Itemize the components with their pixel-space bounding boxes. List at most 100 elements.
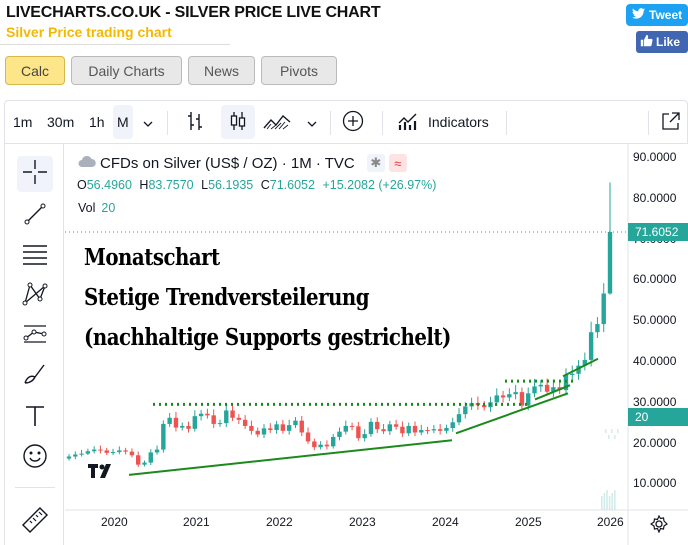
candle-body: [387, 424, 393, 432]
text-tool[interactable]: [17, 400, 53, 436]
brush-tool[interactable]: [17, 358, 53, 394]
candle-body: [167, 417, 172, 424]
interval-1m[interactable]: 1m: [13, 114, 33, 130]
nav-pivots-button[interactable]: Pivots: [261, 56, 337, 85]
price-tick: 50.0000: [633, 313, 677, 328]
low-label: L: [201, 178, 209, 192]
tweet-button[interactable]: Tweet: [626, 4, 688, 26]
trendline: [562, 357, 599, 378]
candle-body: [117, 450, 122, 453]
candles-icon: [228, 110, 248, 135]
candle-body: [268, 428, 273, 431]
candle-body: [242, 419, 248, 426]
candle-body: [431, 429, 437, 431]
plus-circle-icon: [342, 110, 364, 135]
interval-month[interactable]: M: [113, 105, 133, 139]
candles-style-button[interactable]: [221, 105, 255, 139]
trendline: [534, 384, 571, 401]
toolbar-divider: [382, 111, 383, 135]
brush-icon: [22, 362, 48, 391]
candle-body: [73, 454, 78, 457]
volume-bar: [603, 493, 606, 510]
candle-body: [507, 394, 512, 398]
candle-body: [261, 428, 267, 435]
candle-body: [412, 425, 418, 433]
candle-body: [444, 427, 449, 431]
candle-body: [205, 413, 210, 416]
candle-body: [532, 386, 537, 394]
symbol-legend[interactable]: CFDs on Silver (US$ / OZ) · 1M · TVC ✱ ≈: [78, 154, 407, 172]
candle-body: [500, 395, 506, 398]
candle-body: [230, 410, 235, 418]
candle-body: [186, 425, 191, 429]
indicators-button[interactable]: Indicators: [397, 101, 489, 143]
change-value: +15.2082 (+26.97%): [322, 178, 437, 192]
trendline: [455, 392, 569, 435]
chevron-down-icon: [143, 114, 153, 130]
volume-bar: [611, 493, 613, 510]
candle-body: [343, 425, 348, 432]
candle-body: [456, 414, 462, 423]
tradingview-logo[interactable]: [82, 455, 122, 487]
bars-style-button[interactable]: [185, 101, 205, 143]
candle-body: [305, 432, 311, 442]
candle-body: [381, 429, 386, 432]
trendline-tool[interactable]: [17, 198, 53, 234]
open-value: 56.4960: [86, 178, 132, 192]
chart-style-dropdown[interactable]: [307, 101, 317, 143]
candle-body: [249, 425, 254, 431]
ruler-tool[interactable]: [17, 504, 53, 540]
chart-settings-button[interactable]: [649, 514, 668, 538]
time-tick: 2026: [597, 515, 624, 529]
interval-30m[interactable]: 30m: [47, 114, 75, 130]
tool-divider: [15, 487, 55, 488]
candle-body: [324, 444, 330, 447]
volume-bar: [611, 429, 613, 433]
fullscreen-button[interactable]: [661, 101, 681, 143]
candle-body: [173, 417, 179, 428]
time-tick: 2025: [515, 515, 542, 529]
time-tick: 2024: [432, 515, 459, 529]
candle-body: [513, 392, 518, 395]
candle-body: [293, 420, 298, 426]
nav-calc-button[interactable]: Calc: [5, 56, 65, 85]
candle-body: [368, 421, 374, 435]
fib-tool[interactable]: [17, 238, 53, 274]
nav-news-button[interactable]: News: [188, 56, 255, 85]
like-button[interactable]: Like: [636, 31, 688, 53]
interval-dropdown[interactable]: [143, 101, 153, 143]
prediction-tool[interactable]: [17, 318, 53, 354]
candle-body: [362, 434, 367, 439]
crosshair-tool[interactable]: [17, 156, 53, 192]
candle-body: [607, 231, 613, 294]
header-divider: [0, 44, 230, 45]
candle-body: [393, 424, 399, 427]
toolbar-divider: [167, 111, 168, 135]
nav-daily-charts-button[interactable]: Daily Charts: [71, 56, 182, 85]
volume-bar: [608, 496, 611, 510]
price-tick: 80.0000: [633, 190, 677, 205]
high-label: H: [139, 178, 149, 192]
toolbar-divider: [648, 111, 649, 135]
candle-body: [91, 449, 97, 452]
volume-bar: [601, 496, 603, 510]
chart-pane[interactable]: [65, 144, 688, 545]
toolbar-divider: [330, 111, 331, 135]
interval-1h[interactable]: 1h: [89, 114, 105, 130]
volume-badge: 20: [628, 408, 688, 426]
volume-bar: [617, 429, 619, 433]
compare-button[interactable]: [342, 101, 364, 143]
candle-body: [148, 452, 153, 463]
candle-body: [595, 324, 600, 333]
time-tick: 2021: [183, 515, 210, 529]
emoji-tool[interactable]: [17, 440, 53, 476]
candle-body: [519, 392, 525, 406]
area-style-button[interactable]: [263, 101, 291, 143]
candle-body: [129, 451, 135, 456]
candle-body: [588, 332, 594, 360]
candle-body: [180, 425, 185, 428]
cloud-icon: [78, 154, 96, 172]
pattern-tool[interactable]: [17, 278, 53, 314]
candle-body: [312, 441, 317, 448]
chevron-down-icon: [307, 114, 317, 130]
